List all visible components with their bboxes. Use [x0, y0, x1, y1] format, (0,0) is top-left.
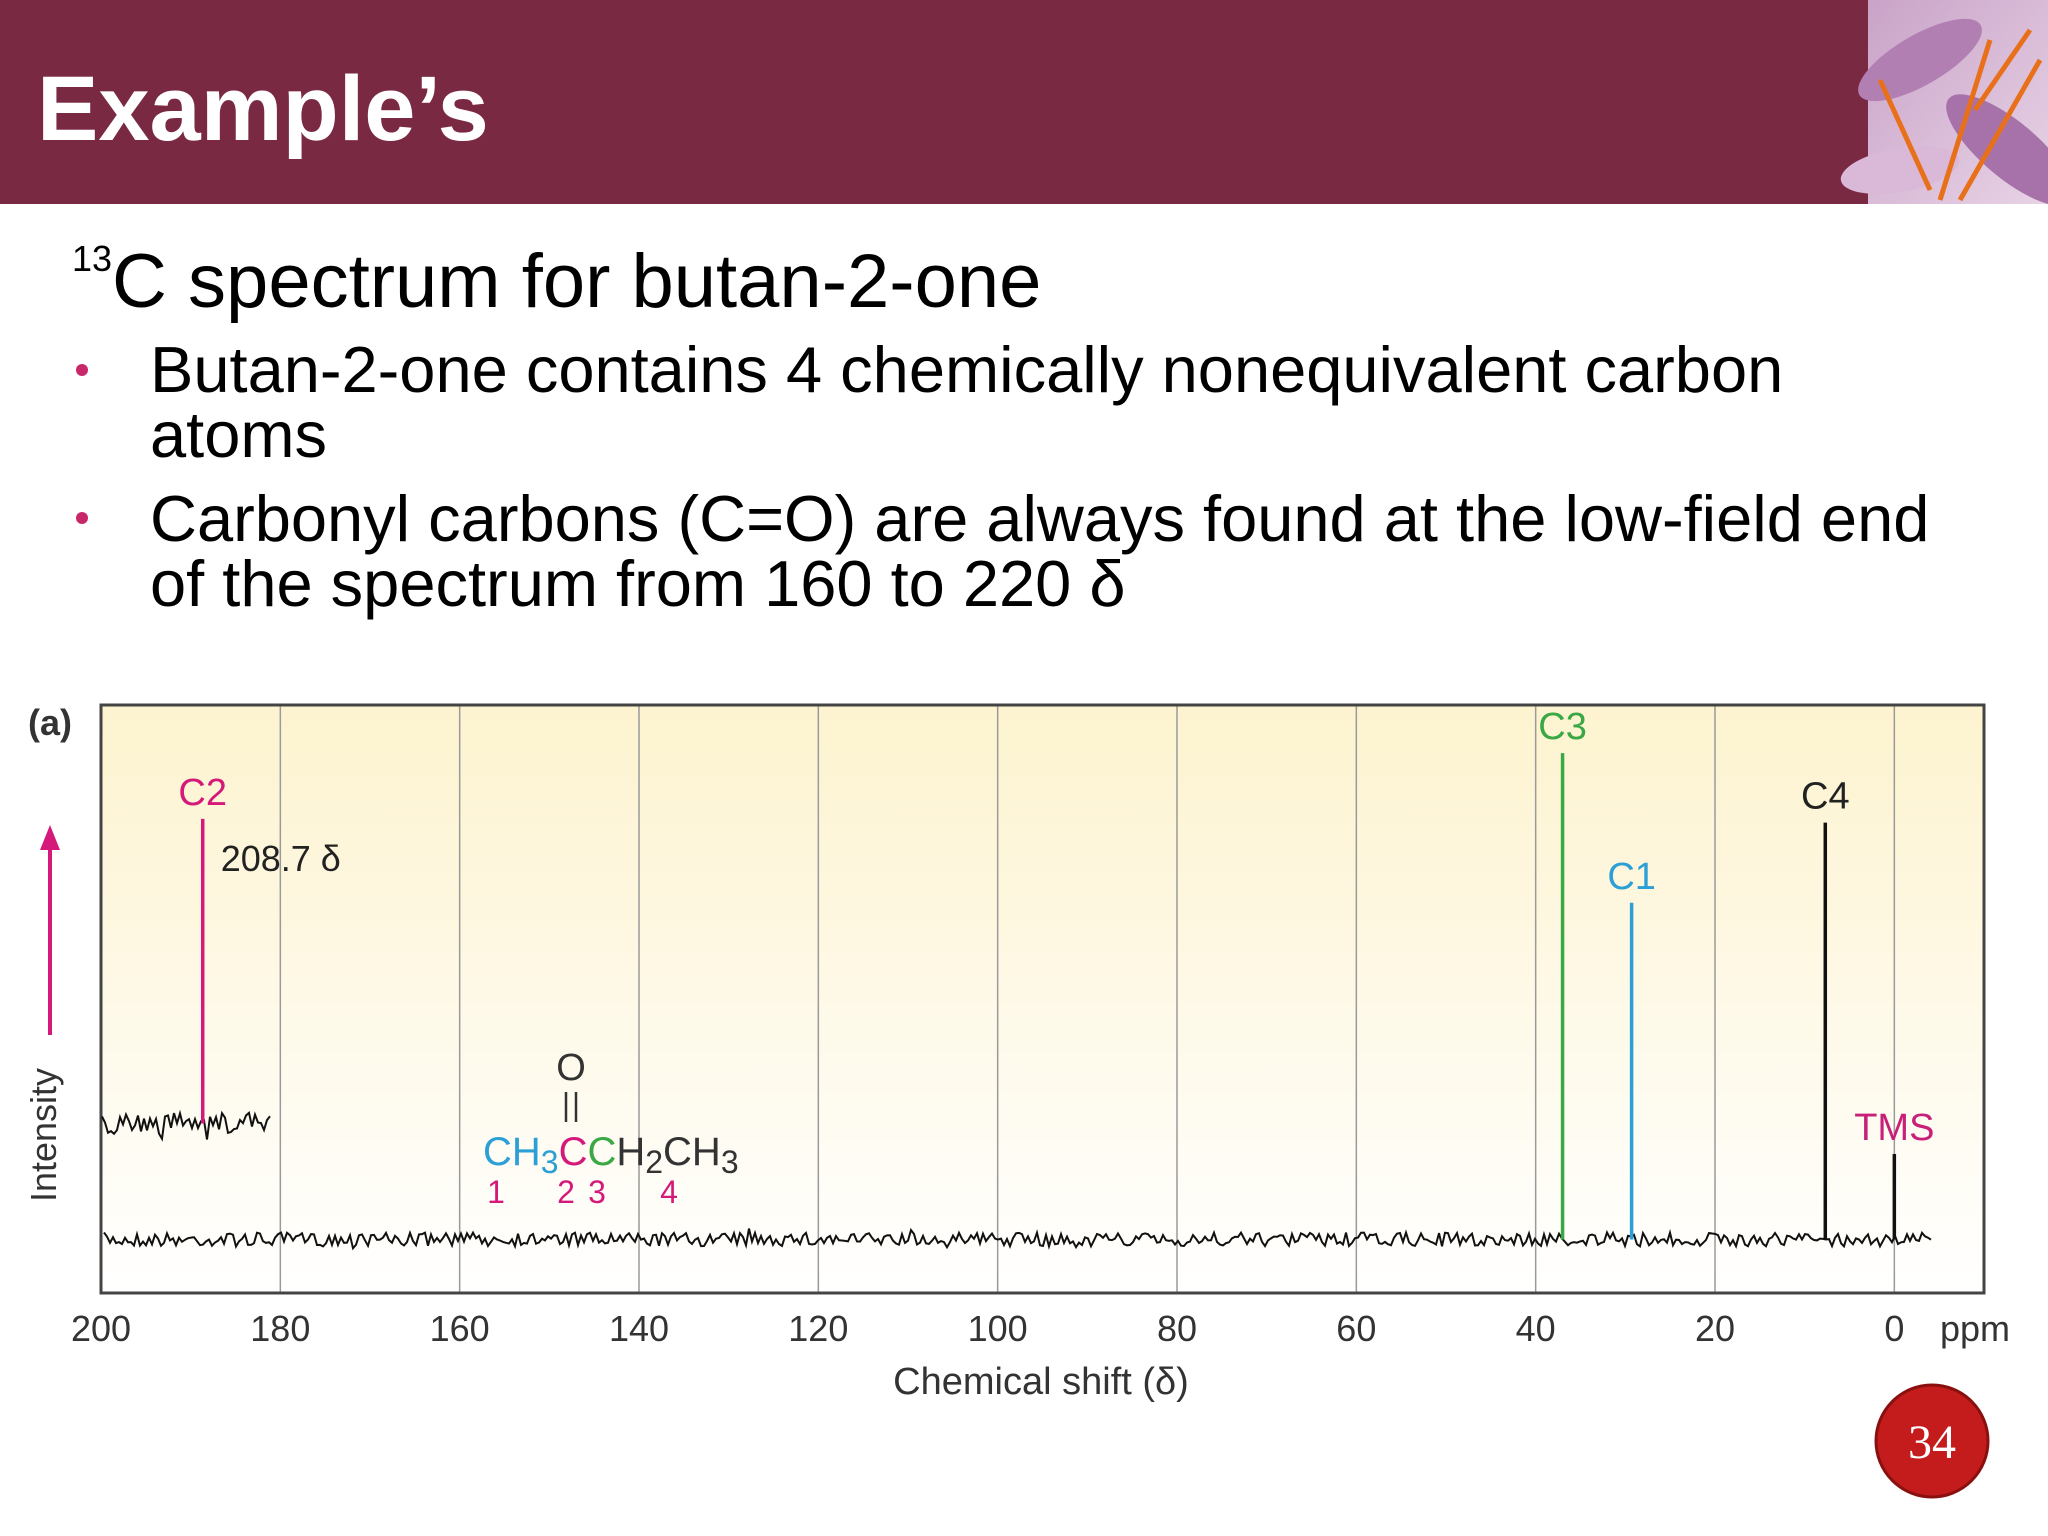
carbon-number: 3 — [588, 1174, 606, 1210]
formula-part: C — [587, 1130, 616, 1174]
y-axis-label: Intensity — [23, 1068, 64, 1202]
peak-label: C4 — [1801, 776, 1850, 818]
x-tick-label: 80 — [1157, 1308, 1197, 1349]
bullet-dot — [76, 512, 88, 524]
bullet-text: Carbonyl carbons (C=O) are always found … — [150, 482, 1930, 620]
x-tick-label: 100 — [968, 1308, 1028, 1349]
x-tick-label: 60 — [1336, 1308, 1376, 1349]
x-tick-label: 20 — [1695, 1308, 1735, 1349]
subtitle: 13C spectrum for butan-2-one — [72, 238, 1041, 324]
peak-label: C3 — [1538, 706, 1587, 748]
page-number-badge — [1874, 1383, 1990, 1499]
formula-part: C — [559, 1130, 588, 1174]
panel-label: (a) — [28, 702, 72, 743]
x-tick-label: 40 — [1516, 1308, 1556, 1349]
carbon-number: 4 — [660, 1174, 678, 1210]
slide-title: Example’s — [37, 58, 489, 160]
peak-label: C2 — [178, 772, 227, 814]
x-axis-label: Chemical shift (δ) — [893, 1361, 1189, 1403]
carbon-number: 1 — [487, 1174, 505, 1210]
header-band — [0, 0, 1868, 204]
formula-part: CH — [483, 1130, 541, 1174]
x-tick-label: 180 — [250, 1308, 310, 1349]
formula-part: 2 — [645, 1144, 663, 1180]
subtitle-superscript: 13 — [72, 238, 112, 279]
bullet-dot — [76, 364, 88, 376]
y-axis-arrowhead — [40, 825, 60, 850]
x-tick-label: 200 — [71, 1308, 131, 1349]
x-tick-label: 140 — [609, 1308, 669, 1349]
x-tick-label: 120 — [788, 1308, 848, 1349]
formula-part: H — [616, 1130, 645, 1174]
plot-area — [101, 705, 1984, 1293]
structure-oxygen: O — [556, 1047, 586, 1089]
peak-label: C1 — [1607, 856, 1656, 898]
peak-label: TMS — [1854, 1107, 1934, 1149]
x-unit: ppm — [1940, 1308, 2010, 1349]
formula-part: 3 — [541, 1144, 559, 1180]
structure-formula: CH3CCH2CH3 — [483, 1130, 739, 1180]
formula-part: CH — [663, 1130, 721, 1174]
header-image — [1840, 0, 2048, 206]
page-number: 34 — [1908, 1416, 1956, 1469]
carbon-number: 2 — [557, 1174, 575, 1210]
peak-shift-label: 208.7 δ — [221, 838, 341, 879]
bullet-text: Butan-2-one contains 4 chemically nonequ… — [150, 333, 1784, 471]
plot-frame — [99, 703, 1986, 1295]
formula-part: 3 — [721, 1144, 739, 1180]
subtitle-text: C spectrum for butan-2-one — [112, 239, 1041, 324]
x-tick-label: 160 — [430, 1308, 490, 1349]
baseline-noise — [103, 1227, 1932, 1251]
inset-noise — [101, 1109, 271, 1142]
x-tick-label: 0 — [1884, 1308, 1904, 1349]
